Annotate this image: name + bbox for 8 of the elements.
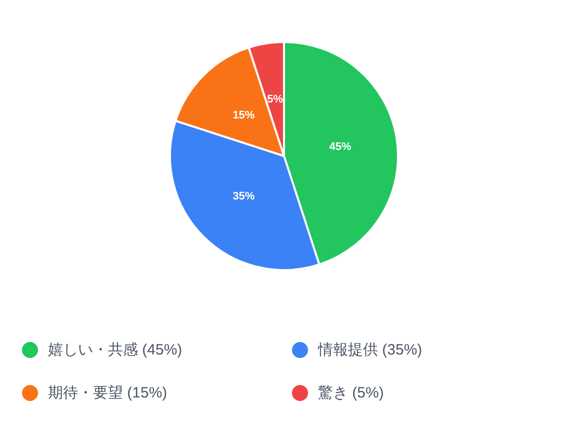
- legend-label: 情報提供 (35%): [317, 342, 422, 358]
- data-label: 15%: [232, 110, 255, 122]
- legend-label: 嬉しい・共感 (45%): [48, 342, 182, 358]
- data-label: 5%: [267, 94, 284, 106]
- data-label: 45%: [329, 141, 352, 154]
- data-label: 35%: [232, 190, 255, 202]
- legend-label: 期待・要望 (15%): [48, 384, 168, 402]
- legend-label: 驚き (5%): [318, 384, 384, 402]
